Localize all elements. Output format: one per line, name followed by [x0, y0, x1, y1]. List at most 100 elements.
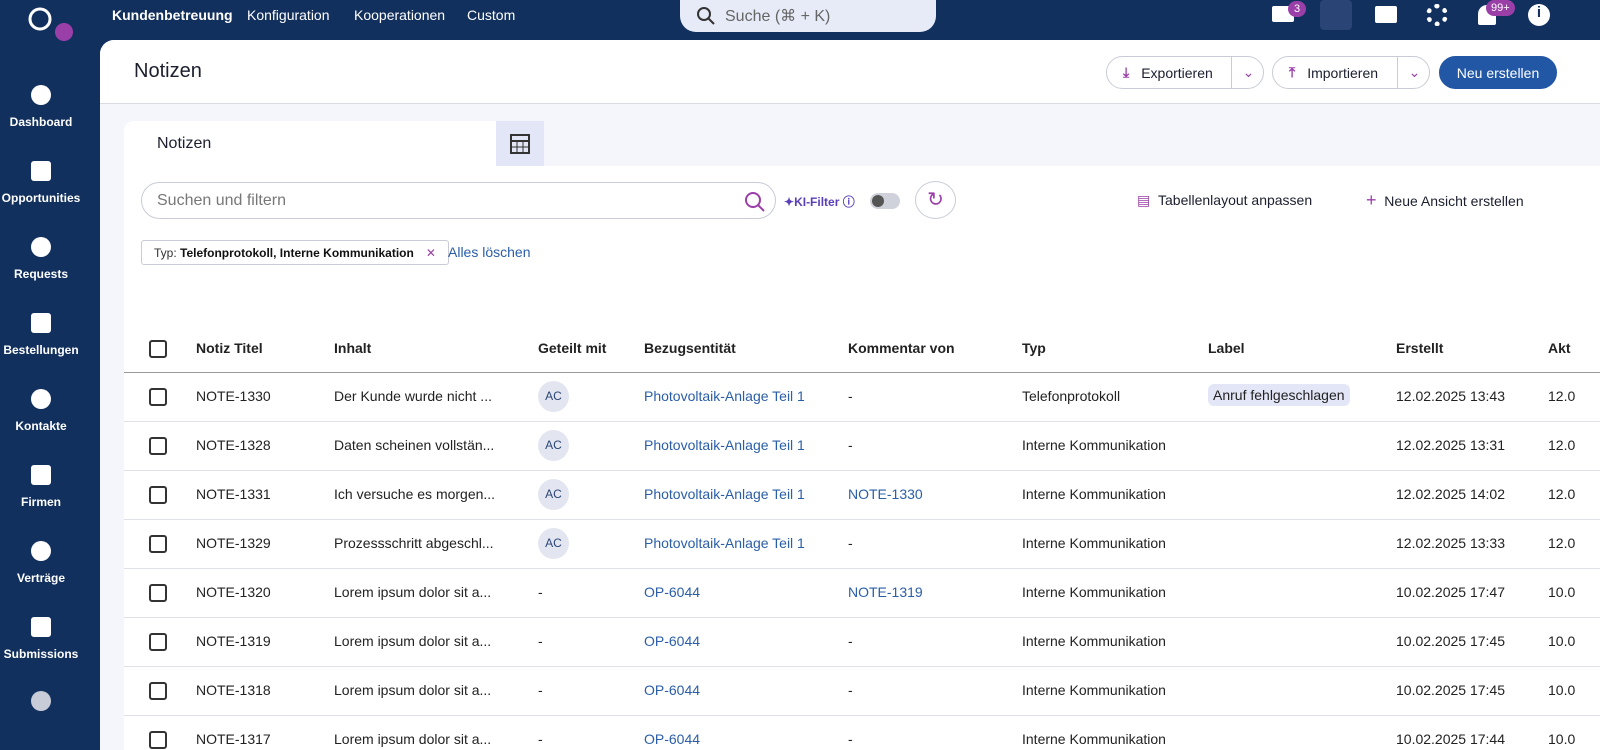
ai-filter-text: KI-Filter — [794, 195, 840, 209]
cell: 10.0 — [1548, 731, 1576, 747]
cell: 12.02.2025 13:43 — [1396, 388, 1505, 404]
clear-filters[interactable]: Alles löschen — [448, 244, 531, 260]
ai-filter-toggle[interactable] — [870, 193, 900, 209]
column-header[interactable]: Label — [1208, 340, 1245, 356]
sidebar-item[interactable]: Requests — [13, 267, 69, 281]
column-header[interactable]: Erstellt — [1396, 340, 1444, 356]
cell: Interne Kommunikation — [1022, 633, 1166, 649]
header-checkbox[interactable] — [149, 340, 167, 358]
ai-filter-label: ✦KI-Filter ⓘ — [784, 195, 855, 209]
cell[interactable]: NOTE-1330 — [848, 486, 923, 502]
cell: NOTE-1329 — [196, 535, 271, 551]
refresh-button[interactable]: ↻ — [915, 181, 956, 219]
sidebar-icon[interactable] — [31, 85, 51, 105]
label-badge: Anruf fehlgeschlagen — [1208, 384, 1350, 406]
cell: - — [848, 731, 853, 747]
row-checkbox[interactable] — [149, 682, 167, 700]
global-search[interactable]: Suche (⌘ + K) — [680, 0, 936, 32]
filter-remove[interactable]: ✕ — [425, 246, 436, 260]
cell: 10.0 — [1548, 633, 1576, 649]
column-header[interactable]: Typ — [1022, 340, 1046, 356]
row-checkbox[interactable] — [149, 633, 167, 651]
cell: NOTE-1317 — [196, 731, 271, 747]
sidebar-icon[interactable] — [31, 237, 51, 257]
avatar: AC — [538, 381, 569, 412]
nav-item[interactable]: Custom — [467, 7, 516, 23]
cell: 10.02.2025 17:45 — [1396, 682, 1505, 698]
cell[interactable]: NOTE-1319 — [848, 584, 923, 600]
nav-item[interactable]: Kundenbetreuung — [112, 7, 233, 23]
row-checkbox[interactable] — [149, 535, 167, 553]
column-header[interactable]: Geteilt mit — [538, 340, 607, 356]
row-checkbox[interactable] — [149, 486, 167, 504]
cell[interactable]: Photovoltaik-Anlage Teil 1 — [644, 388, 805, 404]
tab-active[interactable]: Notizen — [124, 121, 496, 167]
sidebar-item[interactable]: Dashboard — [9, 115, 73, 129]
sidebar-item[interactable]: Bestellungen — [3, 343, 79, 357]
row-border — [124, 519, 1600, 520]
export-button[interactable]: ⤓ Exportieren ⌄ — [1106, 56, 1264, 89]
settings-icon[interactable] — [1426, 4, 1448, 26]
notes-icon[interactable] — [1320, 0, 1352, 30]
row-checkbox[interactable] — [149, 437, 167, 455]
sidebar-icon[interactable] — [31, 541, 51, 561]
row-border — [124, 470, 1600, 471]
cell: 10.0 — [1548, 584, 1576, 600]
cell: 10.02.2025 17:47 — [1396, 584, 1505, 600]
cell: NOTE-1331 — [196, 486, 271, 502]
cell[interactable]: Photovoltaik-Anlage Teil 1 — [644, 486, 805, 502]
column-header[interactable]: Akt — [1548, 340, 1571, 356]
cell: 12.0 — [1548, 437, 1576, 453]
avatar: AC — [538, 430, 569, 461]
sidebar-item[interactable]: Submissions — [3, 647, 79, 661]
table-view-tab[interactable] — [496, 121, 544, 167]
sidebar-item[interactable]: Verträge — [16, 571, 66, 585]
sidebar-item[interactable]: Opportunities — [1, 191, 81, 205]
info-icon[interactable]: i — [1528, 4, 1550, 26]
sidebar-icon[interactable] — [31, 313, 51, 333]
sidebar-item[interactable]: Firmen — [20, 495, 61, 509]
cell: Prozessschritt abgeschl... — [334, 535, 494, 551]
row-checkbox[interactable] — [149, 388, 167, 406]
cell[interactable]: OP-6044 — [644, 731, 701, 747]
layout-button[interactable]: ▤ Tabellenlayout anpassen — [1137, 192, 1313, 208]
cell: NOTE-1330 — [196, 388, 271, 404]
sidebar-icon[interactable] — [31, 465, 51, 485]
cell: Interne Kommunikation — [1022, 731, 1166, 747]
cell: Interne Kommunikation — [1022, 584, 1166, 600]
column-header[interactable]: Bezugsentität — [644, 340, 736, 356]
filter-search[interactable]: Suchen und filtern — [141, 182, 776, 219]
cell[interactable]: OP-6044 — [644, 584, 701, 600]
new-view-button[interactable]: + Neue Ansicht erstellen — [1366, 190, 1524, 210]
column-header[interactable]: Inhalt — [334, 340, 372, 356]
sidebar-icon[interactable] — [31, 389, 51, 409]
row-checkbox[interactable] — [149, 584, 167, 602]
sidebar-item[interactable]: Kontakte — [15, 419, 67, 433]
sidebar-icon[interactable] — [31, 617, 51, 637]
cell[interactable]: OP-6044 — [644, 633, 701, 649]
layout-label: Tabellenlayout anpassen — [1158, 192, 1313, 208]
page-header: Notizen ⤓ Exportieren ⌄ ⤒ Importieren ⌄ Neu … — [100, 40, 1600, 104]
nav-item[interactable]: Kooperationen — [354, 7, 446, 23]
nav-item[interactable]: Konfiguration — [247, 7, 330, 23]
mail-badge: 3 — [1288, 1, 1307, 17]
cell: Daten scheinen vollstän... — [334, 437, 495, 453]
new-view-label: Neue Ansicht erstellen — [1384, 193, 1524, 209]
cell: Lorem ipsum dolor sit a... — [334, 731, 492, 747]
cell[interactable]: Photovoltaik-Anlage Teil 1 — [644, 535, 805, 551]
cell[interactable]: OP-6044 — [644, 682, 701, 698]
import-button[interactable]: ⤒ Importieren ⌄ — [1272, 56, 1430, 89]
sidebar-icon[interactable] — [31, 161, 51, 181]
cell[interactable]: Photovoltaik-Anlage Teil 1 — [644, 437, 805, 453]
sidebar-icon[interactable] — [31, 691, 51, 711]
folder-icon[interactable] — [1375, 6, 1397, 23]
export-label: Exportieren — [1141, 64, 1213, 81]
column-header[interactable]: Notiz Titel — [196, 340, 263, 356]
column-header[interactable]: Kommentar von — [848, 340, 955, 356]
cell: Interne Kommunikation — [1022, 682, 1166, 698]
cell: 12.0 — [1548, 388, 1576, 404]
new-button[interactable]: Neu erstellen — [1439, 56, 1557, 89]
row-checkbox[interactable] — [149, 731, 167, 749]
cell: 12.02.2025 13:33 — [1396, 535, 1505, 551]
